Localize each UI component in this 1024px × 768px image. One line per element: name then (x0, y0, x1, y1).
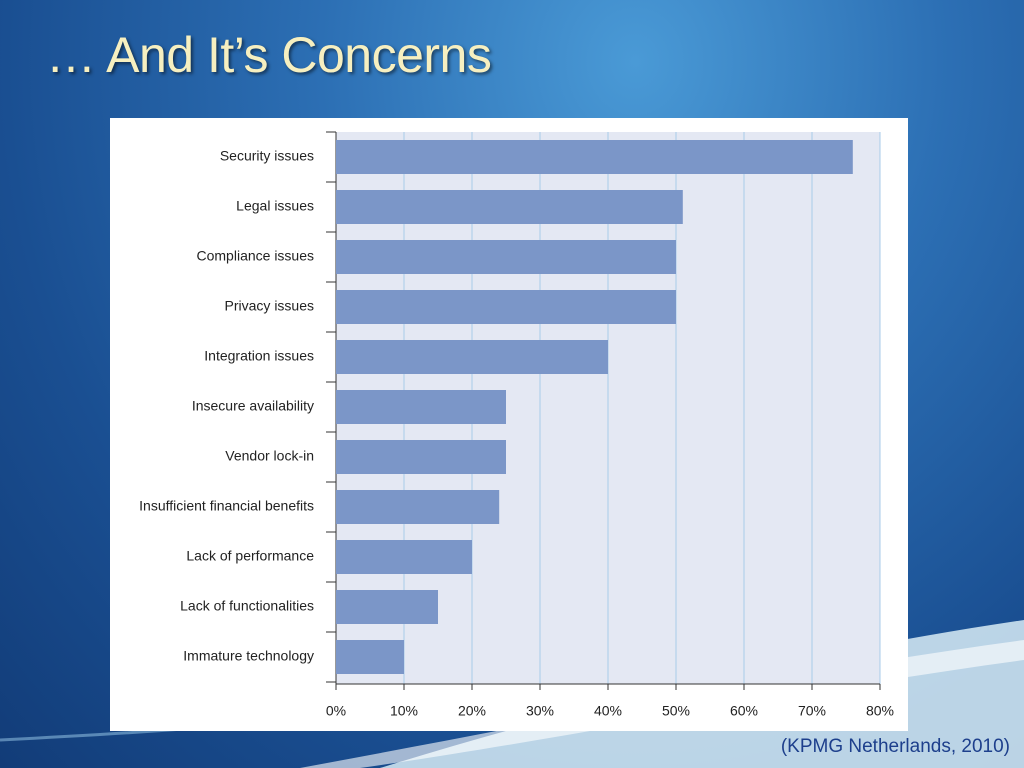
x-tick-label: 70% (798, 703, 826, 719)
bar (336, 190, 683, 224)
y-tick-label: Vendor lock-in (225, 448, 314, 464)
x-tick-label: 80% (866, 703, 894, 719)
y-tick-label: Legal issues (236, 198, 314, 214)
slide-title: … And It’s Concerns (46, 27, 492, 83)
y-tick-label: Lack of performance (186, 548, 314, 564)
x-tick-label: 50% (662, 703, 690, 719)
x-tick-label: 20% (458, 703, 486, 719)
bar (336, 290, 676, 324)
y-tick-label: Security issues (220, 148, 314, 164)
bar (336, 590, 438, 624)
bar (336, 540, 472, 574)
bar (336, 340, 608, 374)
y-tick-label: Immature technology (183, 648, 314, 664)
y-tick-label: Integration issues (204, 348, 314, 364)
y-tick-label: Privacy issues (225, 298, 314, 314)
bar (336, 640, 404, 674)
y-tick-label: Insecure availability (192, 398, 314, 414)
x-tick-label: 0% (326, 703, 346, 719)
bar (336, 440, 506, 474)
bar (336, 140, 853, 174)
x-tick-label: 30% (526, 703, 554, 719)
x-tick-label: 10% (390, 703, 418, 719)
bar (336, 490, 500, 524)
source-note: (KPMG Netherlands, 2010) (780, 736, 1010, 757)
y-tick-label: Compliance issues (197, 248, 315, 264)
x-tick-label: 60% (730, 703, 758, 719)
bar (336, 240, 676, 274)
bar (336, 390, 506, 424)
x-tick-label: 40% (594, 703, 622, 719)
y-tick-label: Insufficient financial benefits (139, 498, 314, 514)
y-tick-label: Lack of functionalities (180, 598, 314, 614)
